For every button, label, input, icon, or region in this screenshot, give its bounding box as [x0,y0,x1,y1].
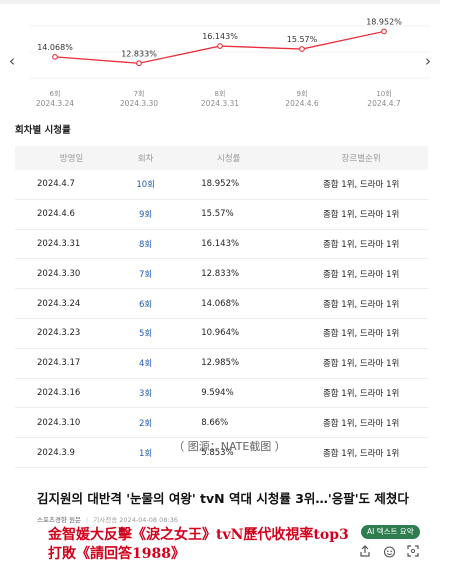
cell-rating: 18.952% [163,170,295,200]
x-tick-episode: 6회 [50,90,61,98]
chevron-right-icon: › [425,52,431,70]
cell-rating: 10.964% [163,318,295,349]
expand-icon[interactable] [405,543,421,559]
data-point [136,60,142,67]
cell-rank: 종합 1위, 드라마 1위 [294,258,428,290]
cell-rating: 9.594% [163,378,295,409]
article-toolbar [357,543,421,559]
table-row: 2024.3.23 5회 10.964% 종합 1위, 드라마 1위 [15,318,428,349]
cell-rank: 종합 1위, 드라마 1위 [294,348,428,379]
article-meta: 스포츠경향 원문 | 기사전송 2024-04-08 08:36 [37,514,178,524]
cell-date: 2024.3.23 [15,318,129,349]
source-link[interactable]: 스포츠경향 원문 [37,516,81,524]
overlay-caption-line1: 金智媛大反擊《淚之女王》tvN歷代收視率top3 [48,527,349,543]
episode-link[interactable]: 9회 [128,199,164,230]
x-tick-episode: 8회 [215,90,226,98]
column-header-rank: 장르별순위 [294,146,428,170]
cell-date: 2024.4.6 [15,199,129,230]
cell-rank: 종합 1위, 드라마 1위 [294,288,428,319]
cell-rank: 종합 1위, 드라마 1위 [294,437,428,468]
cell-rank: 종합 1위, 드라마 1위 [294,407,428,439]
x-tick-date: 2024.4.7 [367,99,401,108]
cell-rank: 종합 1위, 드라마 1위 [294,229,428,260]
data-label: 14.068% [37,43,73,52]
x-tick-episode: 9회 [297,90,308,98]
cell-rating: 14.068% [163,288,295,319]
cell-rank: 종합 1위, 드라마 1위 [294,170,428,200]
episode-link[interactable]: 2회 [128,407,164,439]
episode-link[interactable]: 6회 [128,288,164,319]
episode-link[interactable]: 8회 [128,229,164,260]
x-tick-episode: 7회 [134,90,145,98]
episode-link[interactable]: 3회 [128,378,164,409]
table-header-row: 방영일 회차 시청률 장르별순위 [15,146,428,170]
table-row: 2024.3.24 6회 14.068% 종합 1위, 드라마 1위 [15,288,428,319]
cell-rank: 종합 1위, 드라마 1위 [294,378,428,409]
chart-next-button[interactable]: › [425,52,431,70]
cell-date: 2024.3.9 [15,437,129,468]
episode-link[interactable]: 1회 [128,437,164,468]
share-icon[interactable] [357,543,373,559]
table-row: 2024.4.6 9회 15.57% 종합 1위, 드라마 1위 [15,199,428,230]
cell-rating: 8.66% [163,407,295,439]
x-tick-date: 2024.3.30 [120,99,158,108]
top-divider [0,0,440,4]
episode-link[interactable]: 4회 [128,348,164,379]
section-title: 회차별 시청률 [15,125,71,136]
cell-date: 2024.3.17 [15,348,129,379]
cell-date: 2024.3.30 [15,258,129,290]
overlay-caption-line2: 打敗《請回答1988》 [48,546,185,562]
data-point [217,43,223,49]
cell-rating: 12.833% [163,258,295,290]
table-row: 2024.3.10 2회 8.66% 종합 1위, 드라마 1위 [15,407,428,439]
cell-date: 2024.3.24 [15,288,129,319]
publish-date: 기사전송 2024-04-08 08:36 [93,516,178,524]
data-label: 18.952% [366,17,402,26]
x-tick-episode: 10회 [376,90,391,98]
table-row: 2024.3.31 8회 16.143% 종합 1위, 드라마 1위 [15,229,428,260]
cell-rating: 15.57% [163,199,295,230]
ai-summary-badge[interactable]: AI 텍스트 요약 [361,525,420,539]
data-label: 16.143% [202,32,238,41]
x-tick-date: 2024.3.24 [36,99,74,108]
column-header-episode: 회차 [128,146,164,170]
data-point [299,46,305,52]
chevron-left-icon: ‹ [9,52,15,70]
ratings-table: 방영일 회차 시청률 장르별순위 2024.4.7 10회 18.952% 종합 1위… [15,146,428,468]
cell-date: 2024.3.10 [15,407,129,439]
chart-prev-button[interactable]: ‹ [9,52,15,70]
cell-rank: 종합 1위, 드라마 1위 [294,199,428,230]
emoji-icon[interactable] [381,543,397,559]
data-point [52,53,58,60]
column-header-date: 방영일 [15,146,129,170]
x-tick-date: 2024.3.31 [201,99,239,108]
cell-rank: 종합 1위, 드라마 1위 [294,318,428,349]
x-tick-date: 2024.4.6 [285,99,319,108]
column-header-rating: 시청률 [163,146,295,170]
cell-rating: 12.985% [163,348,295,379]
episode-link[interactable]: 5회 [128,318,164,349]
table-row: 2024.3.9 1회 5.853% 종합 1위, 드라마 1위 [15,437,428,468]
table-row: 2024.3.17 4회 12.985% 종합 1위, 드라마 1위 [15,348,428,379]
article-headline[interactable]: 김지원의 대반격 '눈물의 여왕' tvN 역대 시청률 3위…'응팔'도 제쳤… [37,491,409,506]
episode-link[interactable]: 10회 [128,170,164,200]
cell-date: 2024.3.16 [15,378,129,409]
data-point [381,28,387,35]
table-row: 2024.3.16 3회 9.594% 종합 1위, 드라마 1위 [15,378,428,409]
table-row: 2024.4.7 10회 18.952% 종합 1위, 드라마 1위 [15,170,428,200]
episode-link[interactable]: 7회 [128,258,164,290]
cell-date: 2024.3.31 [15,229,129,260]
cell-rating: 5.853% [163,437,295,468]
data-label: 15.57% [287,35,318,44]
cell-rating: 16.143% [163,229,295,260]
image-caption: （ 图源：NATE截图 ） [173,440,286,453]
table-row: 2024.3.30 7회 12.833% 종합 1위, 드라마 1위 [15,258,428,290]
meta-divider: | [86,516,89,524]
cell-date: 2024.4.7 [15,170,129,200]
data-label: 12.833% [121,49,157,58]
